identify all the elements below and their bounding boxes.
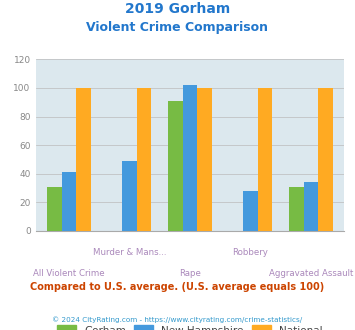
Bar xyxy=(304,182,318,231)
Bar xyxy=(76,88,91,231)
Bar xyxy=(197,88,212,231)
Bar xyxy=(318,88,333,231)
Text: 2019 Gorham: 2019 Gorham xyxy=(125,2,230,16)
Text: Robbery: Robbery xyxy=(233,248,268,257)
Bar xyxy=(47,187,61,231)
Text: Rape: Rape xyxy=(179,269,201,278)
Bar xyxy=(168,101,183,231)
Bar xyxy=(137,88,151,231)
Text: © 2024 CityRating.com - https://www.cityrating.com/crime-statistics/: © 2024 CityRating.com - https://www.city… xyxy=(53,317,302,323)
Bar xyxy=(183,85,197,231)
Bar xyxy=(258,88,272,231)
Text: Compared to U.S. average. (U.S. average equals 100): Compared to U.S. average. (U.S. average … xyxy=(31,282,324,292)
Bar xyxy=(243,191,258,231)
Legend: Gorham, New Hampshire, National: Gorham, New Hampshire, National xyxy=(57,325,323,330)
Text: Aggravated Assault: Aggravated Assault xyxy=(269,269,353,278)
Text: Violent Crime Comparison: Violent Crime Comparison xyxy=(87,21,268,34)
Text: All Violent Crime: All Violent Crime xyxy=(33,269,105,278)
Bar xyxy=(289,187,304,231)
Bar xyxy=(61,172,76,231)
Text: Murder & Mans...: Murder & Mans... xyxy=(93,248,166,257)
Bar xyxy=(122,161,137,231)
